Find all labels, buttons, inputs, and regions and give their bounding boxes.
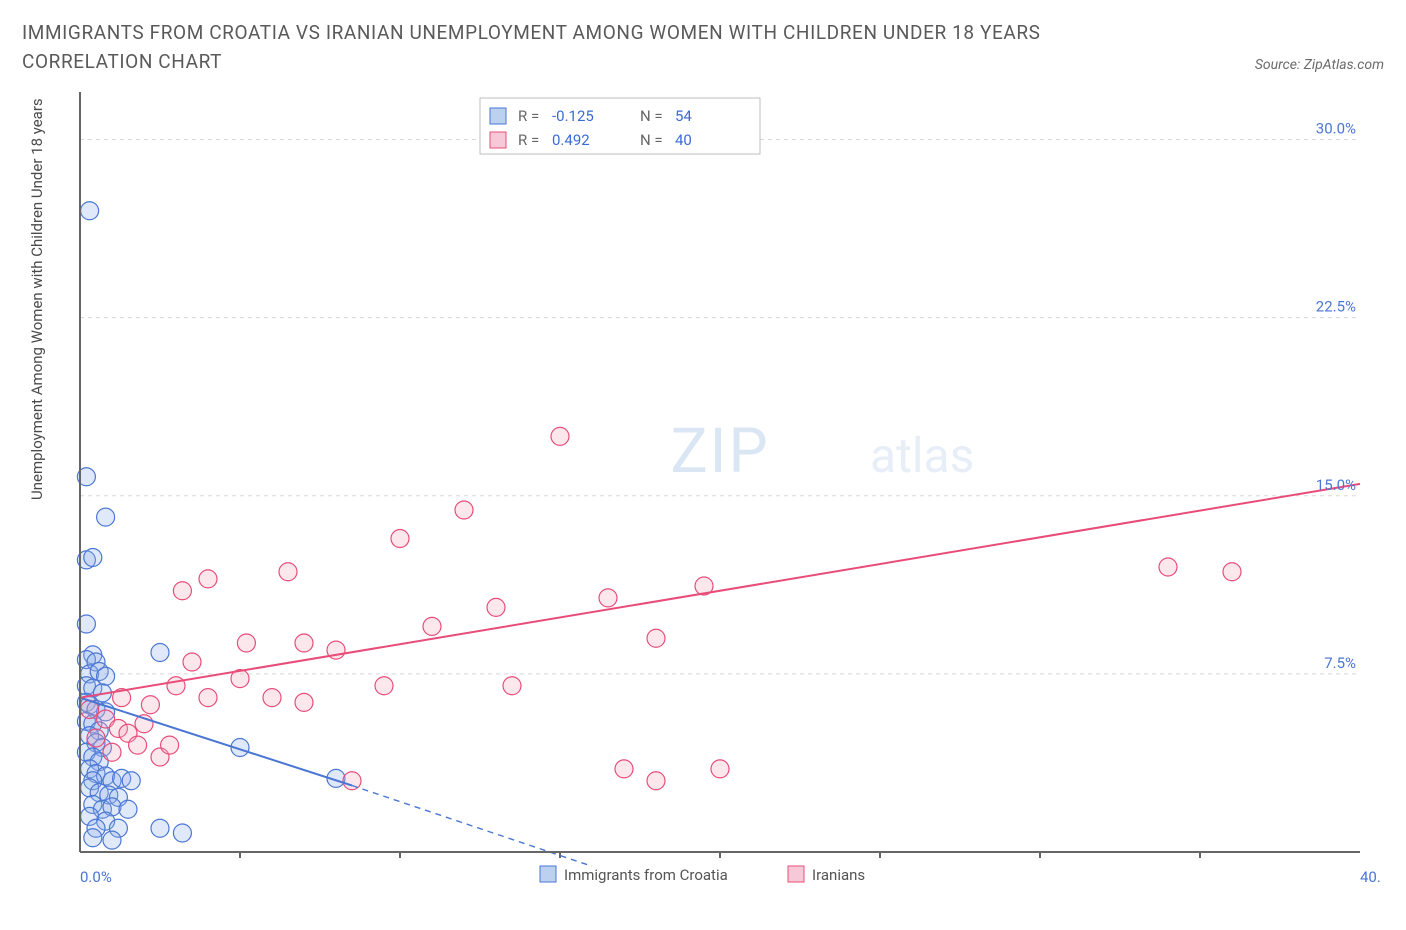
data-point xyxy=(173,582,191,600)
data-point xyxy=(199,689,217,707)
data-point xyxy=(103,743,121,761)
watermark-sub: atlas xyxy=(870,427,974,484)
legend-swatch xyxy=(490,132,506,148)
chart-title: IMMIGRANTS FROM CROATIA VS IRANIAN UNEMP… xyxy=(22,18,1102,77)
data-point xyxy=(423,617,441,635)
data-point xyxy=(263,689,281,707)
data-point xyxy=(487,598,505,616)
legend-series-label: Immigrants from Croatia xyxy=(564,866,728,884)
legend-swatch xyxy=(540,866,556,882)
legend-r-value: 0.492 xyxy=(552,131,590,149)
legend-n-label: N = xyxy=(640,131,663,149)
data-point xyxy=(647,772,665,790)
data-point xyxy=(161,736,179,754)
x-tick-max: 40.0% xyxy=(1360,868,1380,886)
trend-line-extrapolated xyxy=(352,786,592,867)
watermark-main: ZIP xyxy=(670,415,769,488)
data-point xyxy=(551,427,569,445)
data-point xyxy=(343,772,361,790)
data-point xyxy=(122,772,140,790)
y-tick-label: 7.5% xyxy=(1324,654,1356,672)
legend-swatch xyxy=(788,866,804,882)
data-point xyxy=(615,760,633,778)
data-point xyxy=(1159,558,1177,576)
data-point xyxy=(391,530,409,548)
legend-swatch xyxy=(490,108,506,124)
x-tick-min: 0.0% xyxy=(80,868,112,886)
y-tick-label: 15.0% xyxy=(1316,476,1356,494)
data-point xyxy=(1223,563,1241,581)
data-point xyxy=(599,589,617,607)
data-point xyxy=(295,693,313,711)
legend-r-label: R = xyxy=(518,107,539,125)
data-point xyxy=(84,549,102,567)
legend-series-label: Iranians xyxy=(812,866,865,884)
legend-stats: R = -0.125 N = 54 R = 0.492 N = 40 xyxy=(480,98,760,154)
data-point xyxy=(375,677,393,695)
data-point xyxy=(503,677,521,695)
legend-series: Immigrants from Croatia Iranians xyxy=(540,866,865,884)
data-point xyxy=(237,634,255,652)
data-point xyxy=(647,629,665,647)
source-label: Source: ZipAtlas.com xyxy=(1255,57,1384,77)
data-point xyxy=(199,570,217,588)
legend-r-value: -0.125 xyxy=(552,107,594,125)
data-point xyxy=(183,653,201,671)
data-point xyxy=(97,508,115,526)
y-axis-label: Unemployment Among Women with Children U… xyxy=(28,98,46,500)
y-tick-label: 22.5% xyxy=(1316,298,1356,316)
data-point xyxy=(151,644,169,662)
legend-r-label: R = xyxy=(518,131,539,149)
data-point xyxy=(141,696,159,714)
data-point xyxy=(103,831,121,849)
data-point xyxy=(129,736,147,754)
data-point xyxy=(84,829,102,847)
scatter-chart: ZIP atlas 7.5% 15.0% 22.5% 30.0% 0.0% 40.0%… xyxy=(60,92,1380,892)
data-point xyxy=(151,819,169,837)
data-point xyxy=(295,634,313,652)
data-point xyxy=(279,563,297,581)
data-point xyxy=(455,501,473,519)
data-point xyxy=(81,202,99,220)
y-tick-label: 30.0% xyxy=(1316,120,1356,138)
legend-n-value: 40 xyxy=(675,131,692,149)
chart-area: ZIP atlas 7.5% 15.0% 22.5% 30.0% 0.0% 40.0%… xyxy=(60,92,1380,892)
data-point xyxy=(173,824,191,842)
legend-n-label: N = xyxy=(640,107,663,125)
data-point xyxy=(87,729,105,747)
data-point xyxy=(167,677,185,695)
data-point xyxy=(119,800,137,818)
trend-line xyxy=(80,484,1360,698)
legend-n-value: 54 xyxy=(675,107,692,125)
data-point xyxy=(711,760,729,778)
